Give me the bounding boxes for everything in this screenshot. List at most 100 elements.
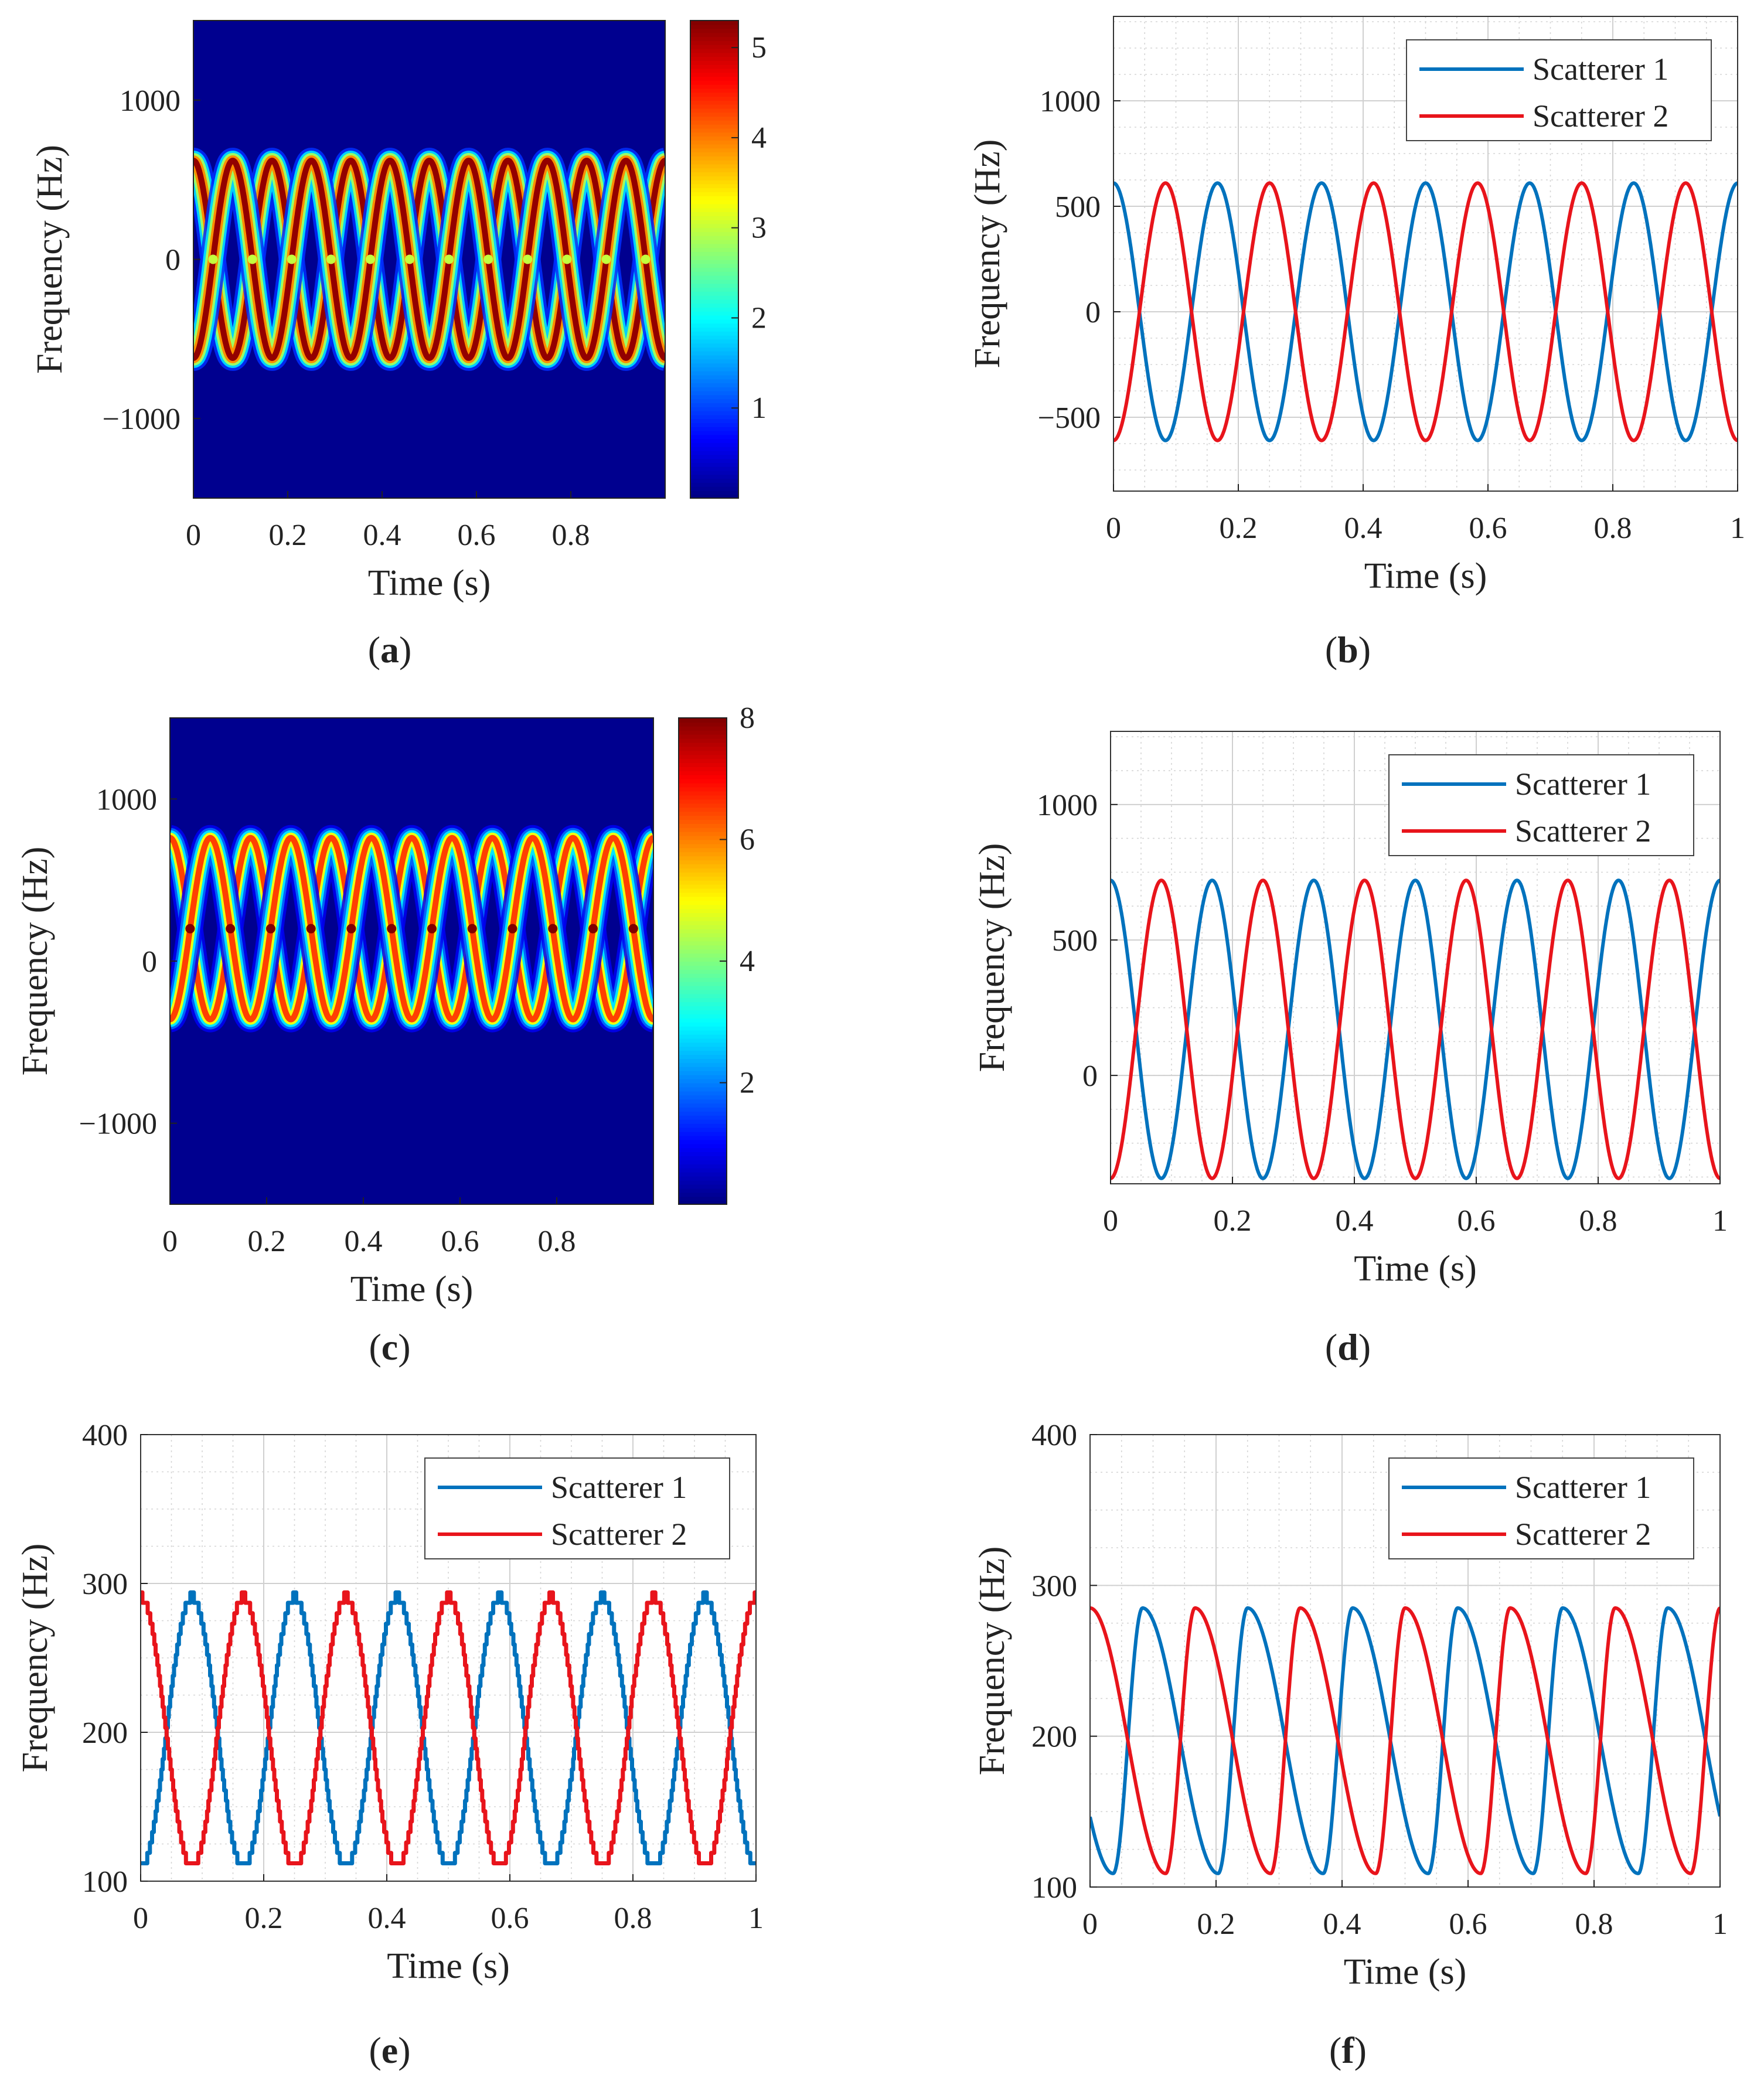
colorbar-segment <box>690 434 738 440</box>
colorbar-segment <box>690 148 738 153</box>
colorbar-segment <box>690 32 738 38</box>
axes-frame <box>1110 731 1721 1184</box>
legend-label-2: Scatterer 2 <box>1515 813 1651 849</box>
colorbar-segment <box>690 410 738 415</box>
series-line-1 <box>1113 181 1738 442</box>
colorbar-segment <box>679 1131 727 1136</box>
colorbar-segment <box>679 807 727 812</box>
x-axis-label: Time (s) <box>1364 556 1487 596</box>
colorbar-segment <box>690 326 738 332</box>
colorbar-segment <box>690 68 738 73</box>
x-tick-label: 0.6 <box>1469 512 1507 545</box>
colorbar-segment <box>690 36 738 41</box>
x-tick-label: 0.8 <box>1579 1204 1617 1238</box>
colorbar-segment <box>690 291 738 296</box>
colorbar-segment <box>690 370 738 376</box>
series-lines <box>141 1590 756 1865</box>
ridge-crossing <box>185 924 195 934</box>
colorbar-segment <box>679 880 727 885</box>
ridge-crossing <box>588 924 598 934</box>
colorbar-segment <box>690 311 738 316</box>
colorbar-segment <box>690 271 738 276</box>
colorbar-segment <box>679 782 727 788</box>
colorbar-segment <box>690 88 738 93</box>
ridge-crossing <box>265 924 275 934</box>
colorbar-segment <box>679 876 727 881</box>
series-lines <box>1111 878 1720 1180</box>
colorbar-segment <box>690 414 738 420</box>
x-tick-label: 0.4 <box>1336 1204 1374 1238</box>
y-tick-label: −500 <box>1038 401 1101 435</box>
colorbar-segment <box>690 363 738 367</box>
ridge-crossing <box>346 924 356 934</box>
legend: Scatterer 1 Scatterer 2 <box>1388 754 1694 856</box>
axis-ticks: 0 0.2 0.4 0.6 0.8 1 1000 500 0 <box>1037 789 1728 1238</box>
panel-caption: (f) <box>1329 2029 1367 2071</box>
ridge-1-layer-4 <box>170 835 653 1023</box>
ridge-crossing <box>562 254 572 264</box>
colorbar-segment <box>679 871 727 877</box>
colorbar-segment <box>690 56 738 61</box>
y-tick-label: 1000 <box>1040 85 1101 118</box>
series-line-1 <box>141 1590 756 1865</box>
series-lines <box>1090 1606 1720 1875</box>
ridge-crossing <box>523 254 533 264</box>
colorbar-segment <box>679 1062 727 1067</box>
x-tick-label: 0.6 <box>458 519 496 552</box>
colorbar-segment <box>690 64 738 69</box>
colorbar-segment <box>690 188 738 193</box>
colorbar-segment <box>679 1026 727 1031</box>
colorbar-segment <box>679 1066 727 1071</box>
y-tick-label: −1000 <box>103 403 181 436</box>
colorbar-tick-label: 2 <box>740 1067 755 1100</box>
colorbar-segment <box>690 275 738 280</box>
x-tick-label: 0.6 <box>1449 1908 1487 1941</box>
colorbar-segment <box>679 1091 727 1096</box>
colorbar-segment <box>679 1058 727 1063</box>
colorbar-segment <box>679 1002 727 1007</box>
y-axis-label: Frequency (Hz) <box>968 139 1007 369</box>
colorbar-segment <box>690 235 738 240</box>
ridge-crossing <box>641 254 651 264</box>
x-tick-label: 0.6 <box>441 1225 479 1258</box>
legend-box <box>1388 754 1694 856</box>
colorbar-segment <box>690 323 738 328</box>
colorbar-segment <box>690 406 738 411</box>
y-tick-label: 200 <box>82 1716 128 1750</box>
x-tick-label: 0.2 <box>1220 512 1258 545</box>
ridge-crossing <box>365 254 375 264</box>
y-tick-label: 400 <box>82 1419 128 1452</box>
colorbar-tick-label: 8 <box>740 701 755 735</box>
colorbar-segment <box>679 1135 727 1140</box>
colorbar-tick-label: 1 <box>751 391 767 425</box>
y-tick-label: 300 <box>1031 1569 1077 1603</box>
colorbar-segment <box>679 1050 727 1055</box>
colorbar-segment <box>679 977 727 982</box>
colorbar-segment <box>679 1082 727 1088</box>
x-tick-label: 0.6 <box>491 1902 529 1935</box>
colorbar-segment <box>679 1167 727 1173</box>
colorbar-segment <box>690 199 738 205</box>
colorbar-segment <box>690 164 738 169</box>
colorbar-segment <box>679 1171 727 1177</box>
colorbar-segment <box>679 941 727 946</box>
colorbar-segment <box>690 442 738 447</box>
colorbar-segment <box>679 989 727 994</box>
colorbar-segment <box>690 223 738 229</box>
colorbar-segment <box>679 1017 727 1023</box>
colorbar-segment <box>679 852 727 857</box>
colorbar-segment <box>679 815 727 820</box>
colorbar-segment <box>679 726 727 731</box>
colorbar-segment <box>679 803 727 808</box>
y-tick-label: 100 <box>1031 1871 1077 1905</box>
colorbar-segment <box>690 116 738 121</box>
colorbar-segment <box>679 1119 727 1124</box>
colorbar-segment <box>690 462 738 467</box>
y-axis-label: Frequency (Hz) <box>972 1547 1012 1776</box>
legend: Scatterer 1 Scatterer 2 <box>1406 39 1712 141</box>
panel-b: Scatterer 1 Scatterer 2 0 0.2 0.4 0.6 0.8 1 1000… <box>968 16 1745 670</box>
axis-ticks: 0 0.2 0.4 0.6 0.8 1 400 300 200 100 <box>1031 1419 1728 1941</box>
colorbar-segment <box>690 422 738 427</box>
colorbar-segment <box>690 92 738 97</box>
